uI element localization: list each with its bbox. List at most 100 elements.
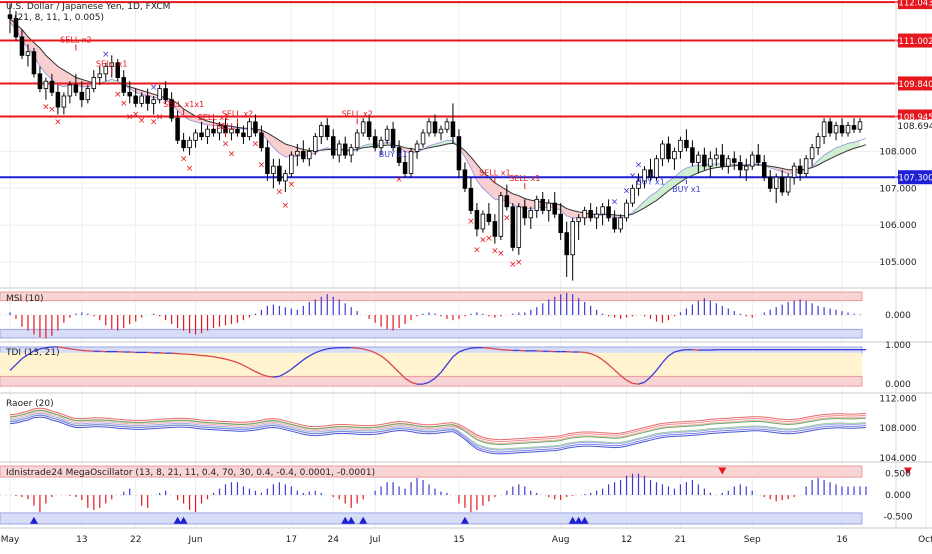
x-tick-label: Aug bbox=[552, 535, 570, 545]
tdi-line-segment bbox=[357, 348, 363, 349]
sell-mark: × bbox=[258, 160, 266, 170]
candle-body bbox=[583, 210, 587, 217]
candle-body bbox=[798, 166, 802, 173]
candle-body bbox=[571, 222, 575, 255]
candle-body bbox=[236, 129, 240, 133]
tdi-line-segment bbox=[267, 376, 273, 377]
x-tick-label: 15 bbox=[453, 535, 464, 545]
candle-body bbox=[433, 122, 437, 133]
candle-body bbox=[289, 155, 293, 173]
candle-body bbox=[44, 81, 48, 88]
candle-body bbox=[361, 122, 365, 133]
x-tick-label: 17 bbox=[286, 535, 297, 545]
tdi-line-segment bbox=[70, 349, 76, 350]
sell-mark: × bbox=[156, 112, 164, 122]
tdi-tick-label: 0.000 bbox=[885, 380, 911, 390]
tdi-mid-zone bbox=[0, 353, 862, 377]
candle-body bbox=[349, 148, 353, 155]
candle-body bbox=[708, 159, 712, 166]
candle-body bbox=[301, 151, 305, 158]
candle-body bbox=[62, 96, 66, 107]
x-tick-label: Oct bbox=[918, 535, 932, 545]
tdi-line-segment bbox=[495, 349, 501, 350]
candle-body bbox=[756, 155, 760, 162]
mega-title: Idnistrade24 MegaOscillator (13, 8, 21, … bbox=[6, 468, 375, 478]
candle-body bbox=[828, 122, 832, 133]
buy-mark: × bbox=[623, 186, 631, 196]
candle-body bbox=[140, 96, 144, 103]
buy-signal-label: BUY x1 bbox=[379, 150, 408, 159]
candle-body bbox=[295, 151, 299, 155]
price-level-label: 112.043 bbox=[898, 0, 932, 9]
buy-signal-label: BUY x1 bbox=[636, 178, 665, 187]
candle-body bbox=[613, 218, 617, 229]
msi-upper-zone bbox=[0, 292, 862, 301]
candle-body bbox=[128, 92, 132, 96]
candle-body bbox=[816, 137, 820, 148]
price-tick-label: 106.000 bbox=[879, 221, 916, 231]
buy-mark: × bbox=[635, 161, 643, 171]
candle-body bbox=[750, 155, 754, 166]
bands-tick-label: 112.000 bbox=[879, 394, 916, 404]
buy-mark: × bbox=[102, 50, 110, 60]
candle-body bbox=[164, 89, 168, 100]
mega-tick-label: -0.500 bbox=[883, 512, 912, 522]
candle-body bbox=[331, 137, 335, 155]
tdi-line-segment bbox=[273, 376, 279, 377]
candle-body bbox=[738, 162, 742, 169]
candle-body bbox=[278, 166, 282, 181]
candle-body bbox=[158, 89, 162, 100]
candle-body bbox=[547, 203, 551, 210]
candle-body bbox=[206, 129, 210, 136]
candle-body bbox=[858, 122, 862, 129]
candle-body bbox=[421, 133, 425, 144]
mega-tick-label: 0.500 bbox=[885, 470, 911, 480]
sell-signal-label: SELL x2 bbox=[60, 35, 91, 44]
x-tick-label: 21 bbox=[675, 535, 686, 545]
candle-body bbox=[840, 126, 844, 133]
candle-body bbox=[732, 159, 736, 163]
candle-body bbox=[822, 122, 826, 137]
sell-signal-label: SELL bbox=[216, 122, 236, 131]
candle-body bbox=[511, 207, 515, 248]
candle-body bbox=[451, 122, 455, 137]
sell-signal-label: SELL x1 bbox=[96, 59, 127, 68]
sell-mark: × bbox=[186, 164, 194, 174]
x-tick-label: May bbox=[1, 535, 20, 545]
sell-signal-label: SELL x2 bbox=[341, 109, 372, 118]
candle-body bbox=[242, 133, 246, 137]
sell-mark: × bbox=[282, 201, 290, 211]
x-tick-label: 16 bbox=[836, 535, 848, 545]
sell-mark: × bbox=[485, 234, 493, 244]
candle-body bbox=[720, 155, 724, 166]
sell-mark: × bbox=[180, 154, 188, 164]
candle-body bbox=[589, 210, 593, 217]
candle-body bbox=[176, 118, 180, 140]
candle-body bbox=[325, 126, 329, 137]
msi-title: MSI (10) bbox=[6, 294, 43, 304]
candle-body bbox=[146, 96, 150, 103]
candle-body bbox=[852, 126, 856, 130]
sell-mark: × bbox=[395, 175, 403, 185]
candle-body bbox=[595, 214, 599, 218]
candle-body bbox=[487, 214, 491, 221]
tdi-title: TDI (13, 21) bbox=[5, 348, 60, 358]
x-tick-label: 24 bbox=[328, 535, 340, 545]
bands-tick-label: 108.000 bbox=[879, 424, 916, 434]
current-price-label: 108.694 bbox=[897, 122, 932, 132]
candle-body bbox=[134, 96, 138, 103]
sell-mark: × bbox=[222, 140, 230, 150]
candle-body bbox=[254, 122, 258, 133]
price-tick-label: 107.000 bbox=[879, 184, 916, 194]
sell-signal-label: SELL x1x1 bbox=[163, 100, 204, 109]
price-level-label: 109.840 bbox=[898, 80, 932, 90]
candle-body bbox=[98, 74, 102, 78]
tdi-line-segment bbox=[489, 348, 495, 349]
candle-body bbox=[834, 126, 838, 133]
candle-body bbox=[714, 155, 718, 159]
sell-mark: × bbox=[288, 180, 296, 190]
mega-lower-zone bbox=[0, 513, 862, 524]
bands-title: Raoer (20) bbox=[6, 399, 54, 409]
msi-tick-label: 0.000 bbox=[885, 311, 911, 321]
